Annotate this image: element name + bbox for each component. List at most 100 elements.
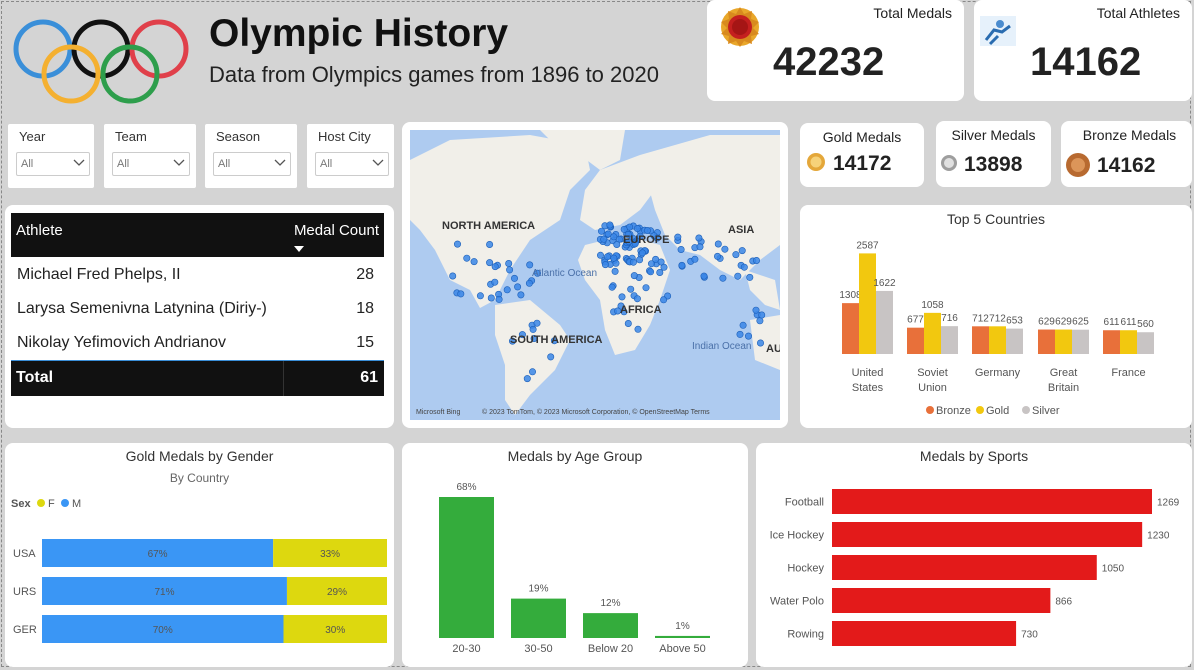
category-label: Hockey [787,563,824,575]
category-label: States [852,382,884,394]
bar-f[interactable] [283,615,388,643]
top-countries-title: Top 5 Countries [946,211,1046,227]
gender-chart-plot[interactable]: Sex F M USA 67% 33% URS 71% 29% GER 70% 30% [5,443,394,667]
data-label: 1622 [873,278,896,289]
bar-bronze[interactable] [842,303,859,354]
map-label-atlantic: Atlantic Ocean [532,268,597,279]
age-group-chart: Medals by Age Group 68% 20-30 19% 30-50 12% B… [402,443,748,667]
bar-m[interactable] [42,539,274,567]
data-label: 730 [1021,630,1038,641]
legend-label[interactable]: Bronze [936,405,971,417]
data-label: 560 [1137,319,1154,330]
slicer-host-city-dropdown[interactable]: All [315,152,389,176]
legend-label[interactable]: Silver [1032,405,1060,417]
olympic-rings-logo [13,19,189,104]
data-label: 712 [972,313,989,324]
slicer-year-dropdown[interactable]: All [16,152,90,176]
slicer-season-dropdown[interactable]: All [213,152,291,176]
slicer-year[interactable]: Year All [8,124,94,188]
bar-sport[interactable] [832,555,1097,580]
slicer-team[interactable]: Team All [104,124,196,188]
legend-marker [37,499,45,507]
bar-age-group[interactable] [655,635,710,638]
data-label: 30% [325,625,345,636]
data-label: 1058 [921,300,944,311]
legend-label[interactable]: M [72,498,81,510]
athlete-medal-count: 15 [356,334,374,351]
bar-bronze[interactable] [1038,329,1055,354]
data-label: 677 [907,315,924,326]
silver-medals-value: 13898 [964,153,1023,176]
col-medal-count-header[interactable]: Medal Count [293,222,379,239]
category-label: Ice Hockey [770,530,825,542]
bar-bronze[interactable] [907,327,924,354]
athlete-name: Michael Fred Phelps, II [17,266,181,283]
bar-silver[interactable] [1072,329,1089,354]
age-group-plot[interactable]: 68% 20-30 19% 30-50 12% Below 20 1% Above 50 [402,443,748,667]
bar-bronze[interactable] [972,326,989,354]
gold-medal-icon [807,153,825,171]
sports-plot[interactable]: Football 1269 Ice Hockey 1230 Hockey 1050 Wate… [756,443,1192,667]
slicer-season[interactable]: Season All [205,124,297,188]
page-subtitle: Data from Olympics games from 1896 to 20… [209,62,659,87]
chevron-down-icon [274,159,286,166]
data-label: 611 [1104,317,1120,328]
bar-sport[interactable] [832,522,1143,547]
legend-label[interactable]: F [48,498,55,510]
bar-age-group[interactable] [511,598,566,638]
bar-m[interactable] [42,577,287,605]
legend-marker [976,406,984,414]
data-label: 1269 [1157,498,1180,509]
legend-label[interactable]: Gold [986,405,1009,417]
col-athlete-header[interactable]: Athlete [16,222,63,239]
bar-gold[interactable] [859,253,876,354]
data-label: 1230 [1147,531,1170,542]
bar-sport[interactable] [832,489,1152,514]
bar-gold[interactable] [924,312,941,354]
total-athletes-value: 14162 [1030,40,1142,84]
slicer-team-dropdown[interactable]: All [112,152,190,176]
bar-sport[interactable] [832,621,1017,646]
bar-age-group[interactable] [583,613,638,638]
data-label: 629 [1055,317,1072,328]
bar-silver[interactable] [1137,332,1154,354]
bar-gold[interactable] [1055,329,1072,354]
category-label: USA [13,548,36,560]
bar-age-group[interactable] [439,497,494,638]
bar-gold[interactable] [989,326,1006,354]
silver-medal-icon [941,155,957,171]
bar-silver[interactable] [941,326,958,354]
gender-chart-subtitle: By Country [169,471,230,485]
category-label: Above 50 [659,643,705,655]
map-attribution[interactable]: © 2023 TomTom, © 2023 Microsoft Corporat… [482,408,710,416]
total-medals-label: Total Medals [873,5,952,21]
bar-silver[interactable] [1006,328,1023,354]
slicer-team-label: Team [115,129,147,144]
category-label: 30-50 [524,643,552,655]
map-brand: Microsoft Bing [416,409,460,416]
world-map[interactable]: NORTH AMERICA EUROPE ASIA Atlantic Ocean… [410,130,780,420]
data-label: 712 [989,313,1006,324]
sort-desc-icon[interactable] [294,246,304,253]
slicer-year-label: Year [19,129,46,144]
category-label: URS [13,586,36,598]
slicer-year-value: All [21,158,34,170]
bar-bronze[interactable] [1103,330,1120,354]
top-countries-plot[interactable]: 1308 2587 1622 United States 677 1058 716 Soviet… [800,205,1192,428]
category-label: Union [918,382,947,394]
slicer-host-city[interactable]: Host City All [307,124,394,188]
bar-silver[interactable] [876,290,893,354]
top-countries-chart: Top 5 Countries 1308 2587 1622 United States… [800,205,1192,428]
data-label: 68% [456,482,476,493]
total-medals-value: 42232 [773,40,885,84]
data-label: 1308 [839,290,862,301]
bar-gold[interactable] [1120,330,1137,354]
map-label-australia: AU [766,343,780,355]
bar-m[interactable] [42,615,284,643]
host-city-map[interactable]: NORTH AMERICA EUROPE ASIA Atlantic Ocean… [402,122,788,428]
bar-sport[interactable] [832,588,1051,613]
bar-f[interactable] [286,577,387,605]
map-label-asia: ASIA [728,224,754,236]
bar-f[interactable] [273,539,387,567]
data-label: 70% [153,625,173,636]
